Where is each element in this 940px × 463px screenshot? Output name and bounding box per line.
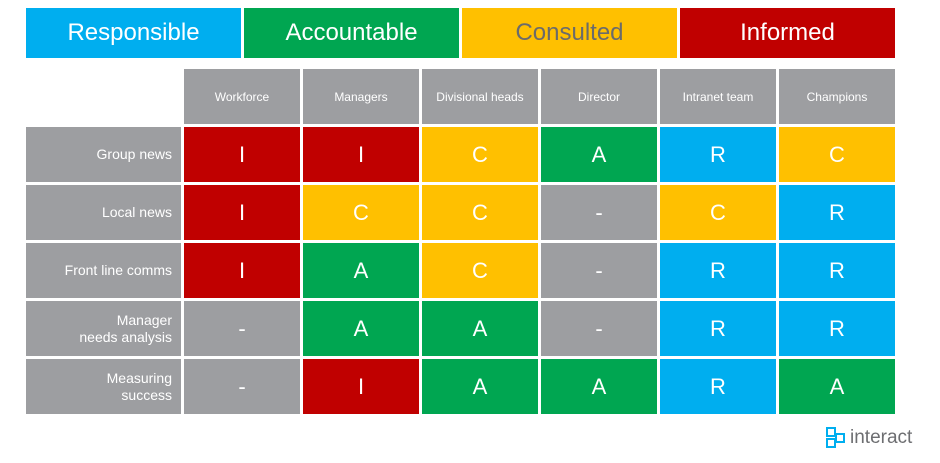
matrix-cell: - [541,301,657,356]
matrix-cell: C [422,127,538,182]
matrix-cell: I [303,359,419,414]
row-label: Local news [26,185,181,240]
legend-informed: Informed [680,8,895,58]
matrix-row: Measuring success - I A A R A [26,359,898,414]
legend-accountable: Accountable [244,8,459,58]
column-header: Managers [303,69,419,124]
matrix-cell: C [422,185,538,240]
raci-matrix: Workforce Managers Divisional heads Directo… [26,69,898,417]
row-label: Measuring success [26,359,181,414]
matrix-cell: - [184,301,300,356]
matrix-cell: R [779,185,895,240]
matrix-cell: - [541,243,657,298]
column-header: Workforce [184,69,300,124]
legend-responsible: Responsible [26,8,241,58]
matrix-cell: R [660,127,776,182]
column-header: Intranet team [660,69,776,124]
interact-logo-icon [826,427,845,448]
matrix-cell: C [779,127,895,182]
matrix-cell: A [541,359,657,414]
matrix-cell: I [184,243,300,298]
matrix-row: Local news I C C - C R [26,185,898,240]
matrix-cell: A [541,127,657,182]
matrix-cell: R [660,359,776,414]
legend-consulted: Consulted [462,8,677,58]
row-label: Group news [26,127,181,182]
matrix-row: Group news I I C A R C [26,127,898,182]
matrix-cell: I [184,185,300,240]
matrix-cell: I [303,127,419,182]
matrix-cell: C [303,185,419,240]
row-label-line: needs analysis [79,328,172,345]
matrix-row: Front line comms I A C - R R [26,243,898,298]
row-label-line: Group news [96,146,172,162]
row-label-line: Measuring [106,369,172,386]
column-header: Director [541,69,657,124]
row-label-line: Local news [101,204,172,220]
interact-logo: interact [826,427,912,449]
row-label-line: Front line comms [64,262,172,278]
raci-legend: Responsible Accountable Consulted Informed [26,8,895,58]
matrix-cell: I [184,127,300,182]
matrix-cell: R [660,243,776,298]
row-label-line: success [121,386,172,403]
corner-cell [26,69,181,124]
matrix-row: Manager needs analysis - A A - R R [26,301,898,356]
row-label: Front line comms [26,243,181,298]
matrix-cell: A [303,243,419,298]
matrix-cell: A [422,359,538,414]
header-row: Workforce Managers Divisional heads Directo… [26,69,898,124]
column-header: Champions [779,69,895,124]
matrix-cell: R [779,301,895,356]
matrix-cell: A [303,301,419,356]
matrix-cell: C [660,185,776,240]
matrix-cell: - [184,359,300,414]
matrix-cell: R [660,301,776,356]
row-label-line: Manager [116,311,172,328]
matrix-cell: R [779,243,895,298]
matrix-cell: C [422,243,538,298]
column-header: Divisional heads [422,69,538,124]
matrix-cell: - [541,185,657,240]
matrix-cell: A [422,301,538,356]
logo-text: interact [850,427,913,448]
row-label: Manager needs analysis [26,301,181,356]
matrix-cell: A [779,359,895,414]
